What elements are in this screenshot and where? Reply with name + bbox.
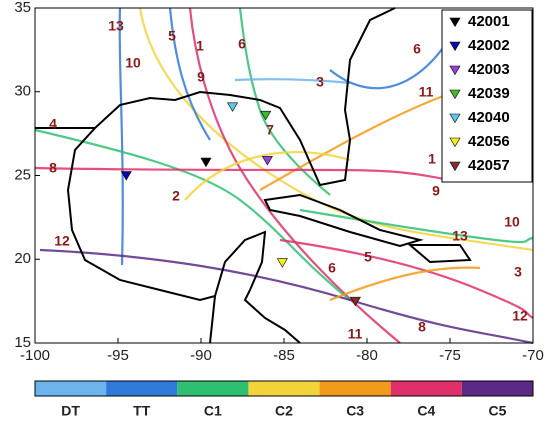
cuba	[263, 193, 424, 248]
colorbar-label: C1	[204, 403, 222, 419]
colorbar-segment	[248, 381, 320, 396]
colorbar-label: TT	[133, 403, 151, 419]
hispaniola	[407, 244, 472, 264]
legend-marker	[449, 89, 461, 100]
colorbar-label: C2	[275, 403, 293, 419]
y-tick-label: 35	[14, 0, 31, 16]
track-label: 4	[49, 116, 57, 132]
coastline	[94, 7, 396, 187]
track-label: 11	[348, 326, 363, 342]
track	[299, 208, 534, 244]
track-label: 7	[266, 122, 274, 138]
track	[188, 7, 401, 344]
y-tick-label: 30	[14, 83, 31, 100]
colorbar-segment	[319, 381, 391, 396]
track	[184, 151, 351, 201]
track-label: 3	[316, 74, 324, 90]
track	[234, 78, 351, 85]
track-label: 11	[419, 84, 434, 100]
colorbar-frame	[34, 380, 534, 397]
buoy-marker	[260, 110, 272, 121]
track-label: 1	[196, 38, 204, 54]
legend-label: 42056	[468, 133, 510, 150]
track	[118, 7, 124, 266]
track-label: 13	[108, 18, 124, 34]
track-label: 6	[328, 260, 336, 276]
legend-label: 42001	[468, 13, 510, 30]
buoy-marker	[276, 258, 288, 268]
colorbar-segment	[177, 381, 249, 396]
legend-marker	[449, 137, 461, 148]
legend-label: 42039	[468, 85, 510, 102]
legend-box	[441, 9, 533, 183]
buoy-marker	[120, 171, 132, 181]
x-tick-label: -100	[20, 347, 50, 364]
track-label: 2	[172, 188, 180, 204]
colorbar-label: DT	[61, 403, 80, 419]
buoy-marker	[349, 296, 361, 307]
colorbar-label: C3	[346, 403, 364, 419]
coastline	[35, 127, 301, 344]
colorbar-segment	[106, 381, 178, 396]
track-label: 5	[364, 249, 372, 265]
track	[329, 19, 461, 90]
track-label: 9	[197, 69, 205, 85]
track	[138, 7, 534, 252]
colorbar-segment	[461, 381, 533, 396]
colorbar-label: C4	[417, 403, 435, 419]
y-tick-label: 20	[14, 250, 31, 267]
track	[34, 128, 351, 301]
track-label: 12	[54, 233, 70, 249]
track-label: 3	[514, 264, 522, 280]
legend-marker	[449, 41, 461, 52]
x-tick-label: -95	[107, 347, 129, 364]
y-tick-label: 15	[14, 334, 31, 351]
colorbar-segment	[35, 381, 107, 396]
track	[168, 7, 211, 141]
track-label: 9	[432, 183, 440, 199]
legend-marker	[449, 65, 461, 76]
track	[279, 238, 534, 319]
track-label: 5	[168, 28, 176, 44]
track	[39, 248, 534, 345]
track-label: 8	[49, 160, 57, 176]
track-label: 6	[413, 41, 421, 57]
x-tick-label: -80	[356, 347, 378, 364]
track-label: 12	[512, 308, 528, 324]
track	[34, 166, 451, 182]
buoy-marker	[200, 157, 212, 168]
track-label: 6	[238, 36, 246, 52]
legend-label: 42040	[468, 109, 510, 126]
x-tick-label: -85	[273, 347, 295, 364]
buoy-marker	[227, 102, 239, 112]
coastlines	[35, 7, 472, 344]
legend-label: 42057	[468, 157, 510, 174]
y-tick-label: 25	[14, 166, 31, 183]
track	[238, 7, 331, 196]
x-tick-label: -70	[522, 347, 544, 364]
track-label: 1	[428, 151, 436, 167]
track-label: 10	[504, 214, 520, 230]
track-label: 8	[418, 319, 426, 335]
buoy-marker	[261, 156, 273, 166]
track	[259, 88, 461, 191]
tracks	[34, 7, 534, 345]
legend-marker	[449, 113, 461, 124]
track-label: 10	[125, 55, 141, 71]
colorbar-segment	[390, 381, 462, 396]
track	[329, 266, 481, 302]
colorbar-label: C5	[488, 403, 506, 419]
legend-marker	[449, 161, 461, 172]
coastline	[209, 295, 216, 344]
x-tick-label: -75	[439, 347, 461, 364]
legend-label: 42002	[468, 37, 510, 54]
legend-label: 42003	[468, 61, 510, 78]
legend-marker	[449, 17, 461, 28]
x-tick-label: -90	[190, 347, 212, 364]
track-label: 13	[452, 228, 468, 244]
